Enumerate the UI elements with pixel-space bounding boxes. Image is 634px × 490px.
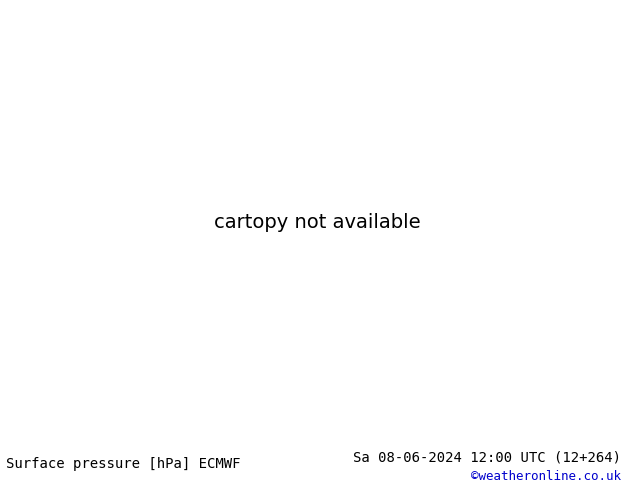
Text: Surface pressure [hPa] ECMWF: Surface pressure [hPa] ECMWF bbox=[6, 457, 241, 471]
Text: ©weatheronline.co.uk: ©weatheronline.co.uk bbox=[471, 470, 621, 483]
Text: Sa 08-06-2024 12:00 UTC (12+264): Sa 08-06-2024 12:00 UTC (12+264) bbox=[353, 450, 621, 465]
Text: cartopy not available: cartopy not available bbox=[214, 214, 420, 232]
